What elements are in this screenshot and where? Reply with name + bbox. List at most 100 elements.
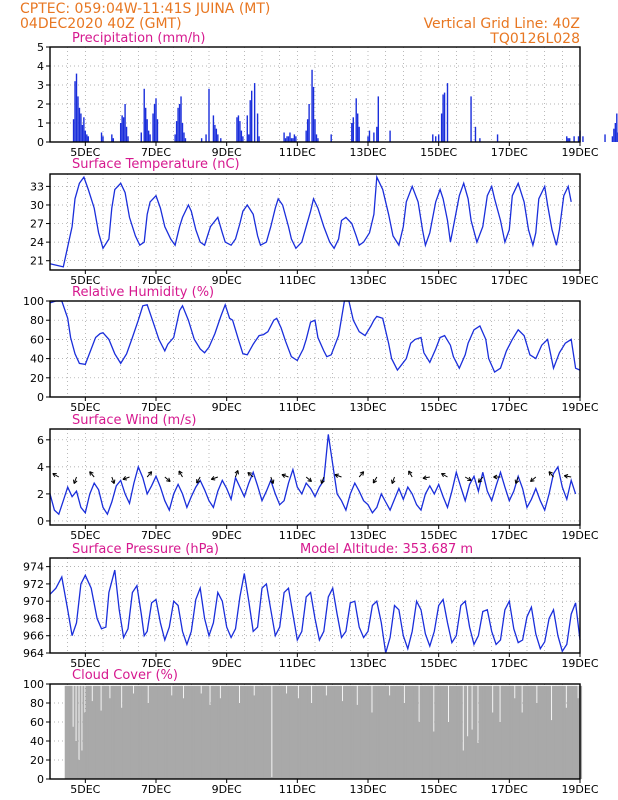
x-tick-label: 11DEC: [279, 783, 316, 796]
x-tick-label: 19DEC: [561, 401, 598, 414]
cloud-bar: [475, 685, 478, 779]
y-tick-label: 100: [23, 295, 44, 308]
x-tick-label: 7DEC: [141, 783, 171, 796]
cloud-bar: [281, 685, 284, 779]
wind-arrow: [178, 470, 183, 478]
cloud-bar: [418, 722, 421, 779]
humidity-title: Relative Humidity (%): [72, 285, 214, 300]
x-tick-label: 17DEC: [491, 274, 528, 287]
y-tick-label: 968: [23, 612, 44, 625]
cloud-bar: [86, 685, 89, 779]
cloud-bar: [229, 685, 232, 779]
cloud-bar: [295, 685, 298, 779]
precip-bar: [474, 126, 477, 142]
cloud-bar: [241, 685, 244, 779]
cloud-bar: [285, 693, 288, 779]
cloud-bar: [428, 685, 431, 779]
cloud-bar: [529, 685, 533, 779]
panel-5: 0 20 40 60 80 100 5DEC 7DEC 9DEC 11DEC 13DEC 15DEC 1…: [23, 678, 599, 796]
cloud-bar: [303, 685, 306, 779]
precip-bar: [577, 136, 580, 142]
cloud-bar: [331, 685, 334, 779]
wind-arrow-shaft: [408, 470, 413, 478]
x-tick-label: 19DEC: [561, 657, 598, 670]
cloud-bar: [91, 701, 94, 779]
wind-arrow: [247, 472, 254, 478]
precip-bar: [289, 132, 291, 142]
precip-bar: [152, 113, 154, 142]
cloud-bar: [206, 685, 209, 779]
precip-bar: [470, 96, 472, 142]
wind-arrow: [464, 476, 472, 481]
y-tick-label: 970: [23, 595, 44, 608]
cloud-bar: [150, 685, 153, 779]
precip-bar: [205, 134, 207, 142]
x-tick-label: 9DEC: [212, 146, 242, 159]
cloud-bar: [178, 685, 181, 779]
x-tick-label: 7DEC: [141, 146, 171, 159]
y-tick-label: 974: [23, 561, 44, 574]
precip-bar: [479, 138, 481, 142]
x-tick-label: 5DEC: [70, 274, 100, 287]
cloud-bar: [104, 685, 107, 779]
cloud-bar: [301, 685, 304, 779]
cloud-bar: [282, 685, 285, 779]
precip-bar: [86, 134, 88, 142]
x-tick-label: 5DEC: [70, 401, 100, 414]
cloud-bar: [253, 695, 256, 779]
cloud-bar: [244, 685, 247, 779]
precip-bar: [312, 86, 315, 142]
cloud-bar: [88, 685, 91, 779]
cloud-bar: [413, 685, 416, 779]
wind-arrow-shaft: [178, 470, 183, 478]
cloud-bar: [504, 685, 507, 779]
precip-bar: [175, 121, 178, 142]
cloud-bar: [256, 685, 259, 779]
cloud-bar: [338, 685, 341, 779]
cloud-bar: [472, 685, 475, 779]
cloud-bar: [488, 685, 491, 779]
cloud-bar: [400, 685, 403, 779]
panel-frame: [49, 46, 581, 143]
cloud-bar: [145, 685, 148, 779]
cloud-bar: [170, 695, 173, 779]
precip-bar: [368, 130, 371, 142]
y-tick-label: 100: [23, 678, 44, 691]
cloud-bar: [270, 777, 273, 779]
wind-arrow: [441, 473, 448, 478]
header-grid-note: Vertical Grid Line: 40Z: [424, 16, 580, 32]
cloud-bar: [94, 685, 97, 779]
cloud-bar: [378, 685, 381, 779]
x-tick-label: 17DEC: [491, 529, 528, 542]
cloud-bar: [344, 685, 347, 779]
x-tick-label: 15DEC: [420, 274, 457, 287]
cloud-bar: [92, 685, 95, 779]
wind-arrow-head: [281, 474, 285, 478]
x-tick-label: 15DEC: [420, 783, 457, 796]
x-tick-label: 13DEC: [349, 401, 386, 414]
cloud-bar: [363, 685, 366, 779]
precip-bar: [74, 81, 76, 142]
precip-bar: [317, 138, 319, 142]
cloud-bar: [432, 731, 435, 779]
cloud-bar: [138, 685, 141, 779]
cloud-bar: [66, 685, 69, 779]
wind-arrow: [358, 471, 365, 478]
cloud-bar: [294, 685, 297, 779]
precip-bar: [613, 128, 615, 142]
cloud-bar: [456, 685, 459, 779]
precip-bar: [149, 134, 151, 142]
cloud-bar: [553, 685, 556, 779]
wind-arrow-head: [422, 477, 427, 480]
wind-arrow-shaft: [441, 473, 448, 478]
precip-bar: [181, 123, 184, 142]
cloud-bar: [151, 685, 154, 779]
precip-bar: [443, 92, 446, 142]
cloud-bar: [478, 685, 481, 779]
cloud-bar: [269, 685, 272, 779]
precip-bar: [180, 96, 182, 142]
cloud-bar: [524, 685, 527, 779]
cloud-bar: [207, 685, 210, 779]
cloud-bar: [549, 685, 552, 779]
wind-arrow: [422, 475, 430, 480]
